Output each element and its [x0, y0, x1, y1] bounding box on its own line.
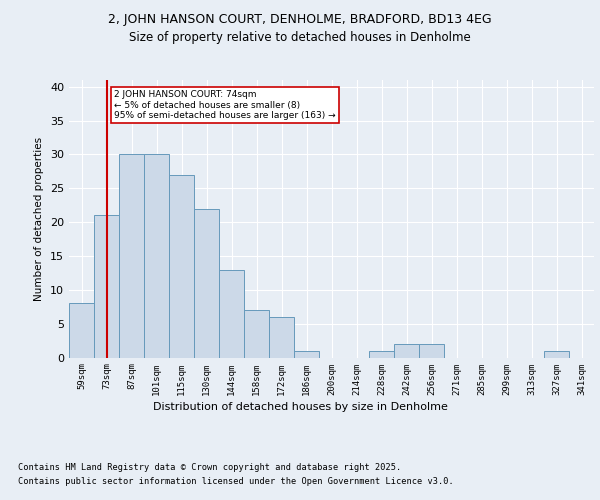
- Bar: [369, 350, 394, 358]
- Bar: [294, 350, 319, 358]
- Bar: [394, 344, 419, 358]
- Text: 2, JOHN HANSON COURT, DENHOLME, BRADFORD, BD13 4EG: 2, JOHN HANSON COURT, DENHOLME, BRADFORD…: [108, 12, 492, 26]
- Bar: [194, 208, 219, 358]
- Text: Contains public sector information licensed under the Open Government Licence v3: Contains public sector information licen…: [18, 478, 454, 486]
- Text: Size of property relative to detached houses in Denholme: Size of property relative to detached ho…: [129, 31, 471, 44]
- Bar: [169, 175, 194, 358]
- Text: Distribution of detached houses by size in Denholme: Distribution of detached houses by size …: [152, 402, 448, 412]
- Bar: [219, 270, 244, 358]
- Bar: [269, 317, 294, 358]
- Bar: [544, 350, 569, 358]
- Bar: [144, 154, 169, 358]
- Bar: [119, 154, 144, 358]
- Text: 2 JOHN HANSON COURT: 74sqm
← 5% of detached houses are smaller (8)
95% of semi-d: 2 JOHN HANSON COURT: 74sqm ← 5% of detac…: [114, 90, 335, 120]
- Text: Contains HM Land Registry data © Crown copyright and database right 2025.: Contains HM Land Registry data © Crown c…: [18, 462, 401, 471]
- Y-axis label: Number of detached properties: Number of detached properties: [34, 136, 44, 301]
- Bar: [419, 344, 444, 358]
- Bar: [69, 304, 94, 358]
- Bar: [244, 310, 269, 358]
- Bar: [94, 216, 119, 358]
